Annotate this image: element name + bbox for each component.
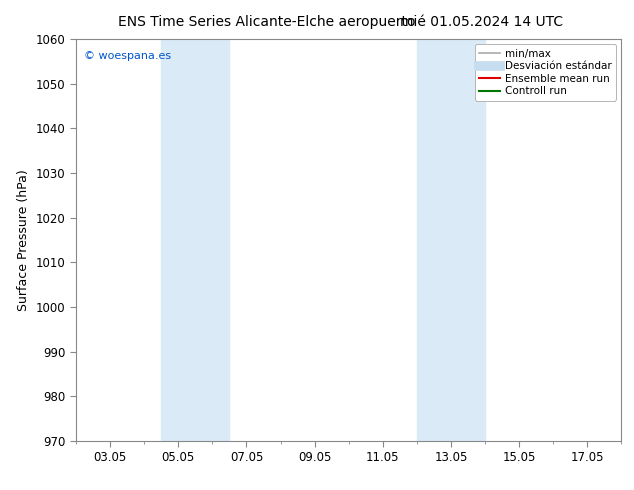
Bar bbox=[417, 39, 485, 441]
Text: ENS Time Series Alicante-Elche aeropuerto: ENS Time Series Alicante-Elche aeropuert… bbox=[117, 15, 415, 29]
Text: © woespana.es: © woespana.es bbox=[84, 51, 171, 61]
Legend: min/max, Desviación estándar, Ensemble mean run, Controll run: min/max, Desviación estándar, Ensemble m… bbox=[475, 45, 616, 100]
Bar bbox=[161, 39, 230, 441]
Y-axis label: Surface Pressure (hPa): Surface Pressure (hPa) bbox=[17, 169, 30, 311]
Text: mié 01.05.2024 14 UTC: mié 01.05.2024 14 UTC bbox=[400, 15, 564, 29]
